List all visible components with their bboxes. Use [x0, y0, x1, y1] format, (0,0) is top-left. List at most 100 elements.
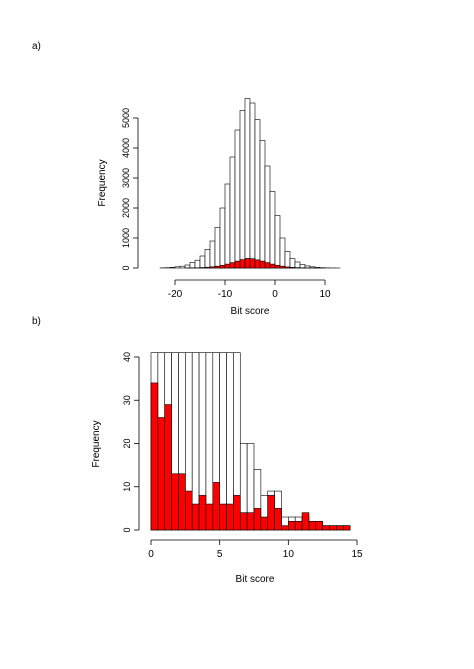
bar-all-a: [214, 227, 221, 269]
bar-all-a: [289, 258, 296, 269]
y-tick-label-a: 3000: [121, 168, 131, 188]
bar-highlight-b: [288, 521, 296, 531]
bar-all-a: [229, 156, 236, 269]
y-tick-label-a: 4000: [121, 138, 131, 158]
bar-highlight-b: [212, 482, 220, 531]
bar-all-b: [219, 352, 227, 531]
bar-highlight-b: [171, 473, 179, 531]
bar-highlight-a: [204, 266, 211, 269]
bar-all-a: [249, 102, 256, 269]
bar-all-a: [269, 191, 276, 269]
bar-highlight-b: [164, 404, 172, 531]
bar-all-a: [209, 240, 216, 269]
bar-all-a: [174, 266, 181, 269]
x-tick-label-b: 15: [351, 549, 363, 560]
bar-highlight-b: [274, 508, 282, 531]
bar-highlight-a: [239, 259, 246, 269]
bar-highlight-a: [289, 267, 296, 269]
bar-highlight-b: [246, 512, 255, 531]
bar-highlight-b: [342, 525, 351, 531]
x-tick-label-b: 0: [148, 549, 154, 560]
bar-all-a: [204, 249, 211, 269]
bar-highlight-a: [244, 258, 251, 269]
bar-highlight-b: [185, 490, 193, 531]
bar-highlight-b: [294, 521, 303, 531]
x-tick-label-b: 5: [217, 549, 223, 560]
bar-highlight-b: [315, 521, 323, 531]
histogram-panel-a: a) Bit score Frequency -20 -10 0 10 0 1000 200…: [32, 41, 341, 317]
bar-highlight-a: [269, 263, 276, 269]
y-tick-label-a: 2000: [121, 198, 131, 218]
x-tick-label-a: 10: [319, 289, 331, 300]
bar-highlight-a: [219, 264, 226, 269]
bar-highlight-b: [336, 525, 344, 531]
bar-highlight-b: [301, 512, 310, 531]
bar-highlight-a: [259, 260, 266, 269]
bar-all-a: [169, 267, 176, 269]
bar-all-a: [179, 265, 186, 269]
bar-all-a: [184, 264, 191, 269]
bar-highlight-b: [267, 495, 275, 531]
bar-all-a: [259, 140, 266, 269]
bar-highlight-a: [274, 264, 281, 269]
bar-highlight-b: [191, 503, 200, 531]
y-tick-label-a: 1000: [121, 228, 131, 248]
x-tick-label-a: 0: [272, 289, 278, 300]
bar-all-a: [294, 261, 301, 269]
y-tick-label-a: 0: [121, 265, 131, 270]
bar-all-a: [264, 165, 271, 269]
bar-highlight-b: [178, 473, 186, 531]
bar-all-a: [189, 261, 196, 269]
x-tick-label-b: 10: [283, 549, 295, 560]
bar-all-b: [205, 352, 214, 531]
histogram-panel-b: b) Bit score Frequency 0 5 10 15 0 10 20 30 40: [32, 316, 363, 585]
bar-all-b: [226, 352, 234, 531]
bar-highlight-a: [249, 258, 256, 269]
bar-highlight-b: [157, 417, 166, 531]
bar-all-a: [254, 119, 261, 269]
bar-highlight-a: [234, 260, 241, 269]
bar-highlight-b: [260, 516, 269, 531]
x-tick-label-a: -20: [168, 289, 183, 300]
bar-all-a: [239, 110, 246, 269]
x-axis-label-b: Bit score: [236, 574, 275, 585]
bar-all-a: [279, 237, 286, 269]
bar-highlight-b: [219, 503, 227, 531]
y-tick-label-b: 20: [122, 438, 132, 448]
bar-highlight-b: [281, 525, 289, 531]
bar-all-a: [299, 264, 306, 269]
bar-highlight-a: [214, 265, 221, 269]
bar-highlight-a: [229, 262, 236, 269]
y-tick-label-b: 0: [122, 527, 132, 532]
bar-highlight-b: [253, 508, 262, 531]
bar-all-a: [199, 255, 206, 269]
panel-label-a: a): [32, 41, 41, 52]
y-tick-label-a: 5000: [121, 108, 131, 128]
bar-highlight-b: [150, 382, 159, 531]
bar-highlight-a: [209, 266, 216, 269]
x-axis-label-a: Bit score: [231, 306, 270, 317]
bar-highlight-b: [226, 503, 234, 531]
bar-highlight-b: [308, 521, 317, 531]
bar-highlight-b: [322, 525, 330, 531]
bar-highlight-a: [284, 266, 291, 269]
bar-highlight-b: [233, 495, 241, 531]
bar-highlight-a: [279, 265, 286, 269]
bar-highlight-a: [264, 262, 271, 269]
bar-all-a: [194, 259, 201, 269]
bar-highlight-b: [329, 525, 337, 531]
bar-all-a: [224, 183, 231, 269]
bar-highlight-b: [198, 495, 207, 531]
panel-label-b: b): [32, 316, 41, 327]
y-tick-label-b: 40: [122, 352, 132, 362]
y-tick-label-b: 30: [122, 395, 132, 405]
bar-highlight-a: [254, 259, 261, 269]
y-axis-label-a: Frequency: [97, 159, 108, 206]
bar-all-a: [244, 98, 251, 269]
bar-all-a: [219, 207, 226, 269]
bar-all-a: [284, 251, 291, 269]
bar-highlight-b: [205, 503, 214, 531]
bar-highlight-a: [224, 263, 231, 269]
x-tick-label-a: -10: [218, 289, 233, 300]
